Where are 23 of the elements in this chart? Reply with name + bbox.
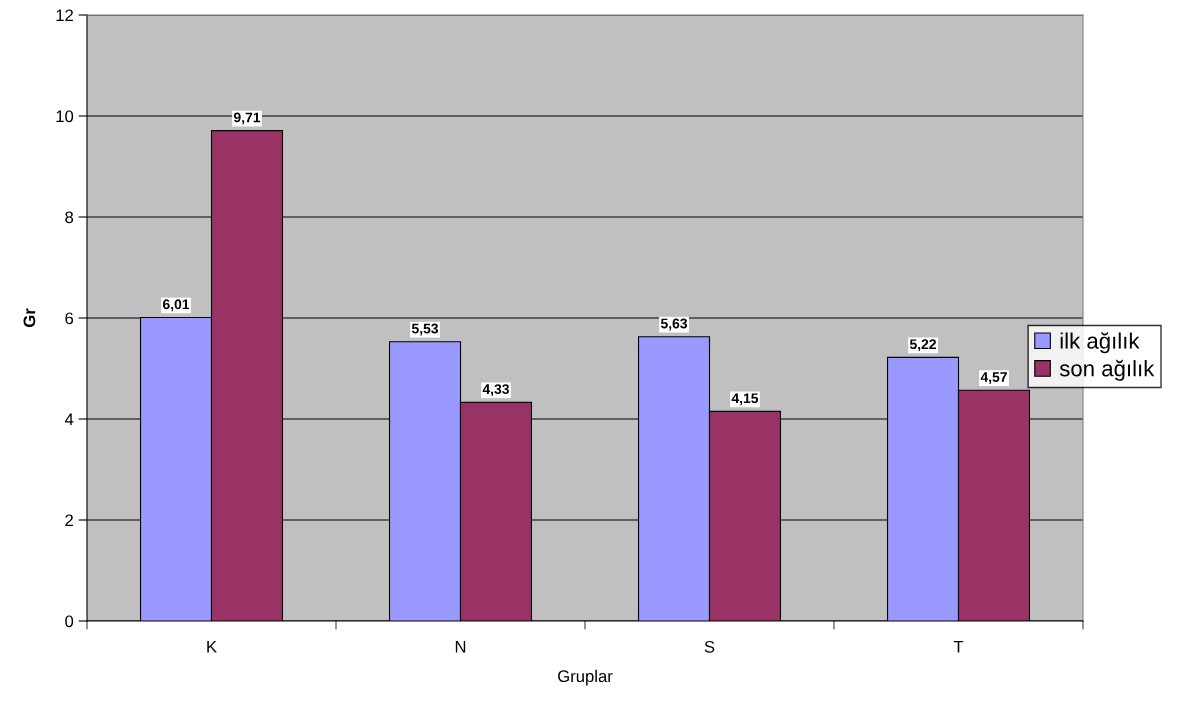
data-label: 5,63: [660, 318, 688, 331]
legend-label: son ağılık: [1059, 359, 1155, 381]
y-tick-label: 4: [64, 413, 74, 426]
data-label: 9,71: [233, 112, 261, 125]
data-label: 4,57: [980, 372, 1007, 384]
y-tick-label: 10: [56, 110, 74, 123]
y-tick-label: 8: [65, 211, 74, 224]
y-axis-title: Gr: [23, 308, 36, 328]
x-tick-label: T: [953, 641, 964, 653]
data-label: 5,22: [909, 339, 936, 352]
legend-label: ilk ağılık: [1060, 332, 1140, 354]
x-tick-label: K: [207, 641, 217, 653]
y-tick-label: 6: [65, 312, 74, 325]
y-tick-label: 12: [56, 9, 73, 22]
data-label: 6,01: [163, 299, 190, 312]
y-tick-label: 2: [65, 514, 73, 527]
y-tick-label: 0: [65, 615, 74, 628]
data-label: 4,15: [731, 393, 759, 406]
data-label: 5,53: [411, 323, 439, 336]
x-tick-label: S: [704, 640, 715, 653]
x-tick-label: N: [455, 641, 466, 653]
x-axis-title: Gruplar: [558, 669, 613, 686]
data-label: 4,33: [482, 384, 509, 397]
